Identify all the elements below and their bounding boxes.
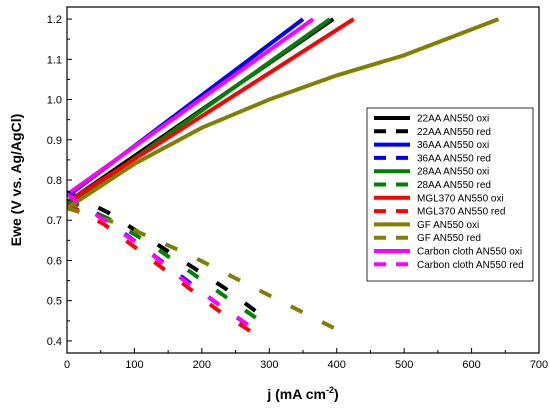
- legend-item: 28AA AN550 red: [374, 180, 491, 191]
- legend-item: MGL370 AN550 red: [374, 207, 505, 218]
- series-line-9: [67, 17, 500, 210]
- legend-label: 36AA AN550 red: [417, 153, 491, 164]
- x-tick-label: 400: [328, 359, 346, 371]
- legend: 22AA AN550 oxi 22AA AN550 red 36AA AN550 o…: [366, 107, 534, 282]
- x-tick-label: 700: [530, 359, 548, 371]
- y-tick-label: 0.6: [47, 255, 62, 267]
- legend-item: GF AN550 red: [374, 233, 481, 244]
- legend-label: GF AN550 red: [417, 233, 481, 244]
- legend-item: 28AA AN550 oxi: [374, 167, 489, 178]
- y-tick-label: 0.8: [47, 175, 62, 187]
- legend-item: 22AA AN550 red: [374, 127, 491, 138]
- y-tick-label: 0.9: [47, 135, 62, 147]
- legend-item: Carbon cloth AN550 red: [374, 260, 524, 271]
- y-tick-label: 1.2: [47, 14, 62, 26]
- legend-label: MGL370 AN550 oxi: [417, 193, 504, 204]
- x-tick-label: 0: [64, 359, 70, 371]
- x-axis-title: j (mA cm-2): [266, 385, 338, 402]
- legend-item: 36AA AN550 red: [374, 153, 491, 164]
- series-line-8: [67, 202, 264, 341]
- x-tick-label: 100: [125, 359, 143, 371]
- x-tick-label: 300: [260, 359, 278, 371]
- legend-label: 28AA AN550 oxi: [417, 167, 489, 178]
- legend-item: 36AA AN550 oxi: [374, 140, 489, 151]
- legend-item: MGL370 AN550 oxi: [374, 193, 504, 204]
- y-axis-title: Ewe (V vs. Ag/AgCl): [8, 114, 24, 247]
- series-line-7: [69, 17, 355, 202]
- legend-item: Carbon cloth AN550 oxi: [374, 247, 522, 258]
- y-tick-label: 0.4: [47, 336, 62, 348]
- legend-item: 22AA AN550 oxi: [374, 114, 489, 125]
- series-line-6: [67, 198, 268, 327]
- legend-label: 28AA AN550 red: [417, 180, 491, 191]
- x-tick-label: 600: [462, 359, 480, 371]
- series-layer: [67, 17, 500, 341]
- y-tick-label: 1.0: [47, 95, 62, 107]
- series-line-11: [69, 17, 315, 194]
- legend-label: 22AA AN550 red: [417, 127, 491, 138]
- ticks-layer: 0 100 200 300 400 500 600 700 0.4 0.5 0.6 0.7 0.8 0.9…: [47, 14, 548, 371]
- legend-label: 36AA AN550 oxi: [417, 140, 489, 151]
- y-tick-label: 0.5: [47, 296, 62, 308]
- series-line-2: [67, 190, 268, 321]
- legend-label: GF AN550 oxi: [417, 220, 479, 231]
- legend-label: Carbon cloth AN550 red: [417, 260, 524, 271]
- x-axis-title-superscript: -2: [326, 385, 334, 395]
- x-tick-label: 500: [395, 359, 413, 371]
- legend-label: Carbon cloth AN550 oxi: [417, 247, 522, 258]
- x-axis-title-end: ): [334, 386, 339, 402]
- legend-label: MGL370 AN550 red: [417, 207, 505, 218]
- y-tick-label: 1.1: [47, 54, 62, 66]
- legend-item: GF AN550 oxi: [374, 220, 479, 231]
- legend-label: 22AA AN550 oxi: [417, 114, 489, 125]
- y-tick-label: 0.7: [47, 215, 62, 227]
- series-line-12: [67, 192, 264, 337]
- x-tick-label: 200: [193, 359, 211, 371]
